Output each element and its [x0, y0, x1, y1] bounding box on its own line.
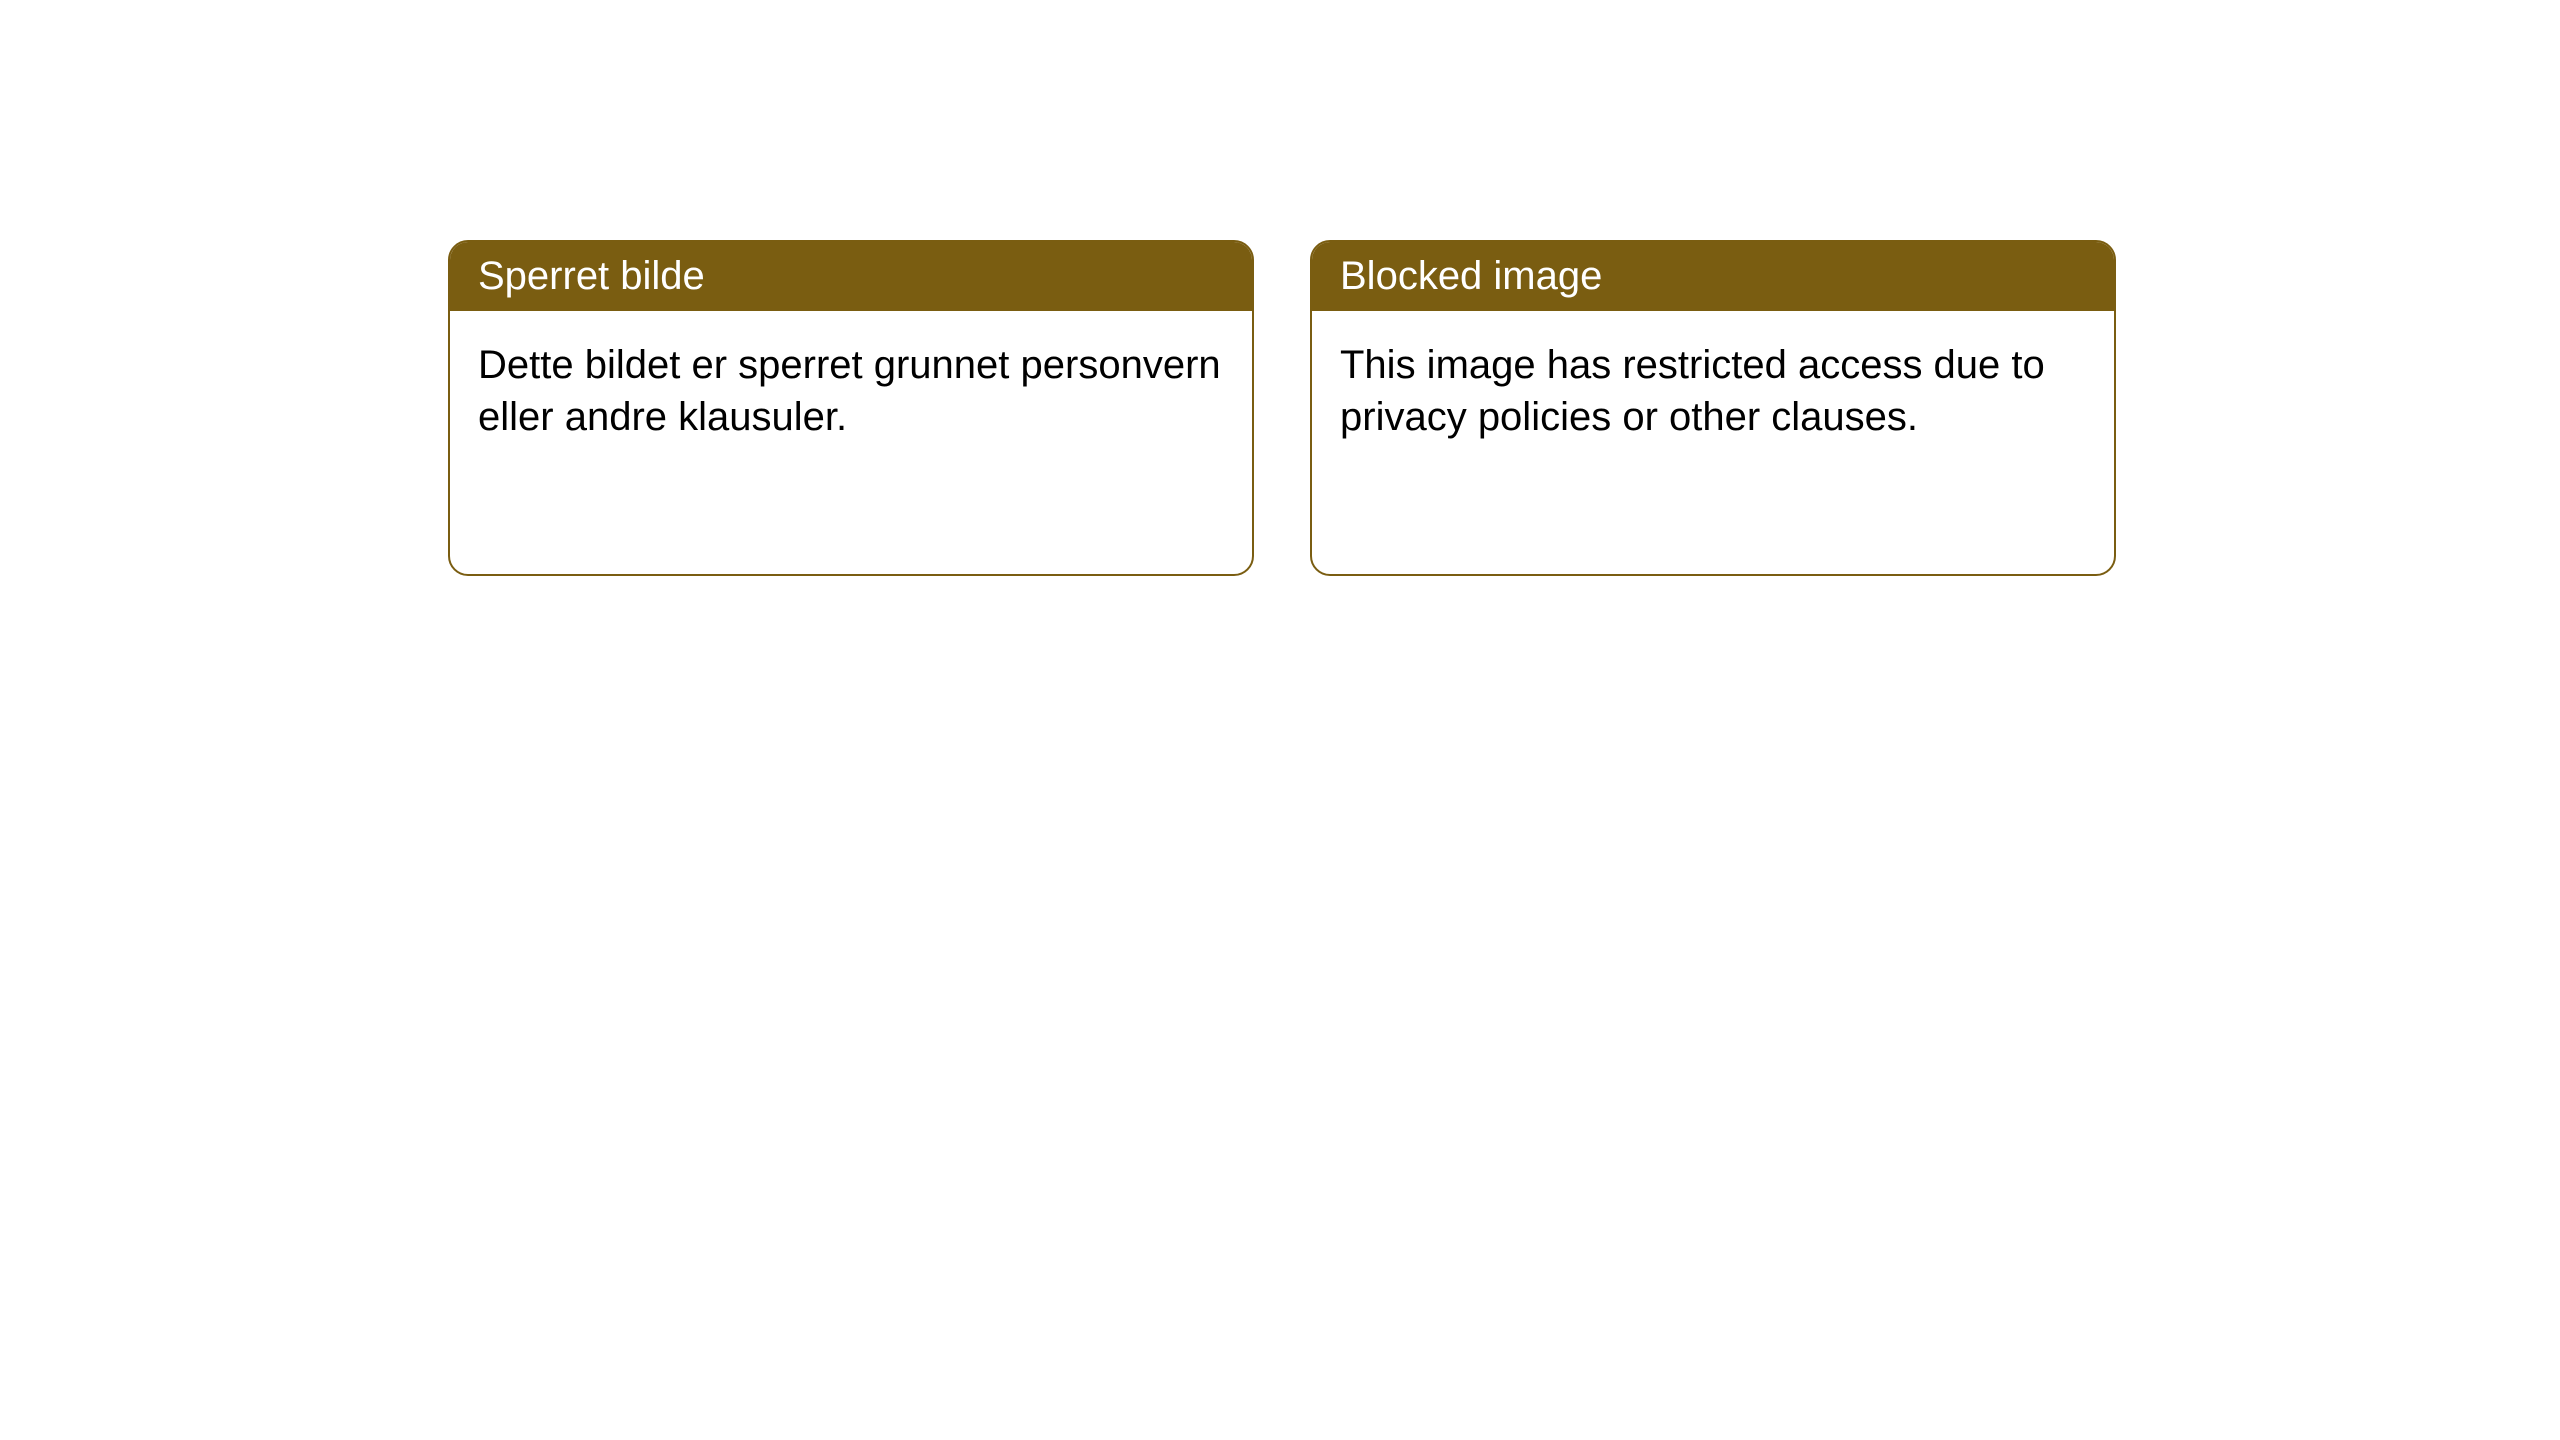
notice-card-norwegian: Sperret bilde Dette bildet er sperret gr…	[448, 240, 1254, 576]
notice-card-english: Blocked image This image has restricted …	[1310, 240, 2116, 576]
notice-title: Sperret bilde	[478, 254, 705, 298]
notice-title: Blocked image	[1340, 254, 1602, 298]
notice-container: Sperret bilde Dette bildet er sperret gr…	[0, 0, 2560, 576]
notice-body: This image has restricted access due to …	[1312, 311, 2114, 471]
notice-body: Dette bildet er sperret grunnet personve…	[450, 311, 1252, 471]
notice-header: Blocked image	[1312, 242, 2114, 311]
notice-message: This image has restricted access due to …	[1340, 343, 2045, 439]
notice-message: Dette bildet er sperret grunnet personve…	[478, 343, 1221, 439]
notice-header: Sperret bilde	[450, 242, 1252, 311]
